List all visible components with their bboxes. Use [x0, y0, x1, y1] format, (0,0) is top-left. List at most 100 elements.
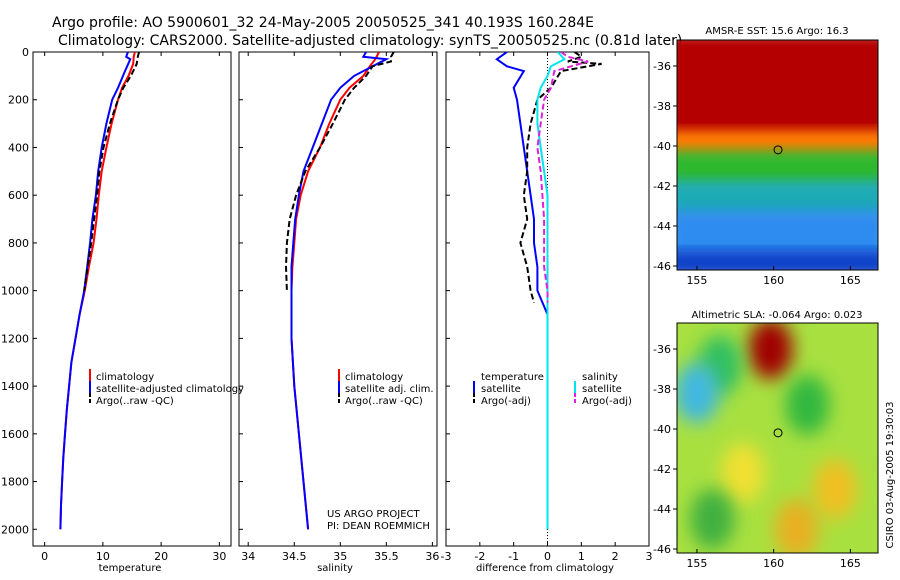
depth-tick-label: 2000	[1, 523, 29, 536]
legend-label-satellite-adj: satellite adj. clim.	[345, 384, 434, 395]
diff-xtick-label: -3	[441, 550, 452, 563]
depth-tick-label: 600	[8, 189, 29, 202]
depth-tick-label: 1000	[1, 285, 29, 298]
sal-xtick-label: 35	[333, 550, 347, 563]
sst-lon-tick-label: 155	[686, 274, 707, 287]
temperature-xlabel: temperature	[99, 563, 162, 574]
sla-lon-tick-label: 165	[840, 557, 861, 570]
sla-anomaly-blob	[774, 499, 819, 553]
sal-xtick-label: 35.5	[374, 550, 399, 563]
legend-label-satellite-adjusted: satellite-adjusted climatology	[96, 384, 244, 395]
difference-xlabel: difference from climatology	[476, 563, 614, 574]
sla-lat-tick-label: -44	[653, 503, 671, 516]
sal-xtick-label: 36	[425, 550, 439, 563]
sla-map-field	[677, 323, 878, 553]
legend-label-climatology: climatology	[96, 372, 154, 383]
legend-label-climatology: climatology	[345, 372, 403, 383]
sla-lat-tick-label: -40	[653, 423, 671, 436]
difference-lines	[495, 52, 602, 546]
axis-ticks: 0 10 20 30020040060080010001200140016001800…	[1, 46, 653, 563]
legend-label-temp-argo: Argo(-adj)	[481, 396, 531, 407]
temp-xtick-label: 10	[96, 550, 110, 563]
depth-tick-label: 1800	[1, 476, 29, 489]
sst-lat-tick-label: -38	[653, 100, 671, 113]
sla-lat-tick-label: -46	[653, 543, 671, 556]
legend-header-temperature: temperature	[481, 372, 544, 383]
sla-anomaly-blob	[690, 489, 735, 549]
legend-label-argo: Argo(..raw -QC)	[96, 396, 174, 407]
sla-map-frame	[676, 322, 879, 554]
legend-label-argo: Argo(..raw -QC)	[345, 396, 423, 407]
sst-lon-tick-label: 165	[840, 274, 861, 287]
sst-argo-position-marker	[773, 145, 783, 155]
sla-lat-tick-label: -42	[653, 463, 671, 476]
difference-legend: temperature satellite Argo(-adj) salinit…	[473, 372, 632, 407]
sst-lon-tick-label: 160	[763, 274, 784, 287]
sst-lat-tick-label: -42	[653, 180, 671, 193]
sal-series-climatology	[290, 52, 380, 530]
diff-xtick-label: 3	[646, 550, 653, 563]
map-axis-ticks: 155 160 165 -36 -38 -40 -42 -44 -46 155 160 165 -36 -…	[653, 60, 861, 570]
salinity-lines	[284, 52, 395, 530]
diff-series-salinity-satellite	[536, 52, 567, 530]
depth-tick-label: 1200	[1, 332, 29, 345]
sal-series-argo-raw-qc	[284, 52, 395, 291]
sla-lon-tick-label: 160	[763, 557, 784, 570]
sst-lat-tick-label: -44	[653, 220, 671, 233]
depth-tick-label: 800	[8, 237, 29, 250]
temperature-legend: climatology satellite-adjusted climatolo…	[89, 369, 244, 407]
sla-anomaly-blob	[785, 375, 830, 435]
temp-xtick-label: 0	[41, 550, 48, 563]
diff-xtick-label: -2	[474, 550, 485, 563]
temp-xtick-label: 30	[212, 550, 226, 563]
legend-label-sal-satellite: satellite	[582, 384, 622, 395]
depth-tick-label: 200	[8, 94, 29, 107]
diff-series-temperature-argo-adj	[519, 52, 602, 303]
diff-xtick-label: -1	[508, 550, 519, 563]
sla-anomaly-blob	[720, 443, 765, 503]
side-credit: CSIRO 03-Aug-2005 19:30:03	[885, 401, 896, 548]
diff-xtick-label: 2	[612, 550, 619, 563]
temp-series-argo-raw-qc	[83, 52, 140, 291]
diff-xtick-label: 1	[578, 550, 585, 563]
depth-tick-label: 400	[8, 141, 29, 154]
diff-xtick-label: 0	[544, 550, 551, 563]
salinity-panel-frame	[238, 51, 438, 547]
depth-tick-label: 1400	[1, 380, 29, 393]
legend-label-temp-satellite: satellite	[481, 384, 521, 395]
sla-anomaly-blob	[677, 363, 719, 423]
sst-lat-tick-label: -40	[653, 140, 671, 153]
depth-tick-label: 1600	[1, 428, 29, 441]
temp-series-climatology	[59, 52, 136, 530]
sal-xtick-label: 34	[241, 550, 255, 563]
sst-map-field	[677, 40, 878, 270]
sst-band	[677, 250, 878, 270]
temp-xtick-label: 20	[154, 550, 168, 563]
sla-map-title: Altimetric SLA: -0.064 Argo: 0.023	[692, 310, 863, 321]
sal-series-satellite-adj-clim	[290, 52, 390, 530]
temp-series-satellite-adjusted-climatology	[59, 52, 132, 530]
sla-anomaly-blob	[813, 459, 858, 519]
sst-map-title: AMSR-E SST: 15.6 Argo: 16.3	[705, 26, 848, 37]
sla-lon-tick-label: 155	[686, 557, 707, 570]
sla-lat-tick-label: -36	[653, 343, 671, 356]
salinity-legend: climatology satellite adj. clim. Argo(..…	[338, 369, 434, 407]
diff-series-salinity-argo-adj	[536, 52, 589, 303]
sla-anomaly-blob	[748, 323, 793, 379]
sst-map-frame	[676, 39, 879, 271]
sst-lat-tick-label: -36	[653, 60, 671, 73]
sla-lat-tick-label: -38	[653, 383, 671, 396]
project-label: US ARGO PROJECT	[327, 509, 421, 520]
legend-label-sal-argo: Argo(-adj)	[582, 396, 632, 407]
depth-tick-label: 0	[22, 46, 29, 59]
legend-header-salinity: salinity	[582, 372, 618, 383]
salinity-xlabel: salinity	[317, 563, 353, 574]
sla-argo-position-marker	[773, 428, 783, 438]
sst-band	[677, 40, 878, 142]
sst-lat-tick-label: -46	[653, 260, 671, 273]
temperature-panel-frame	[32, 51, 232, 547]
sal-xtick-label: 34.5	[282, 550, 307, 563]
title-line-1: Argo profile: AO 5900601_32 24-May-2005 …	[52, 15, 594, 31]
temperature-lines	[59, 52, 140, 530]
